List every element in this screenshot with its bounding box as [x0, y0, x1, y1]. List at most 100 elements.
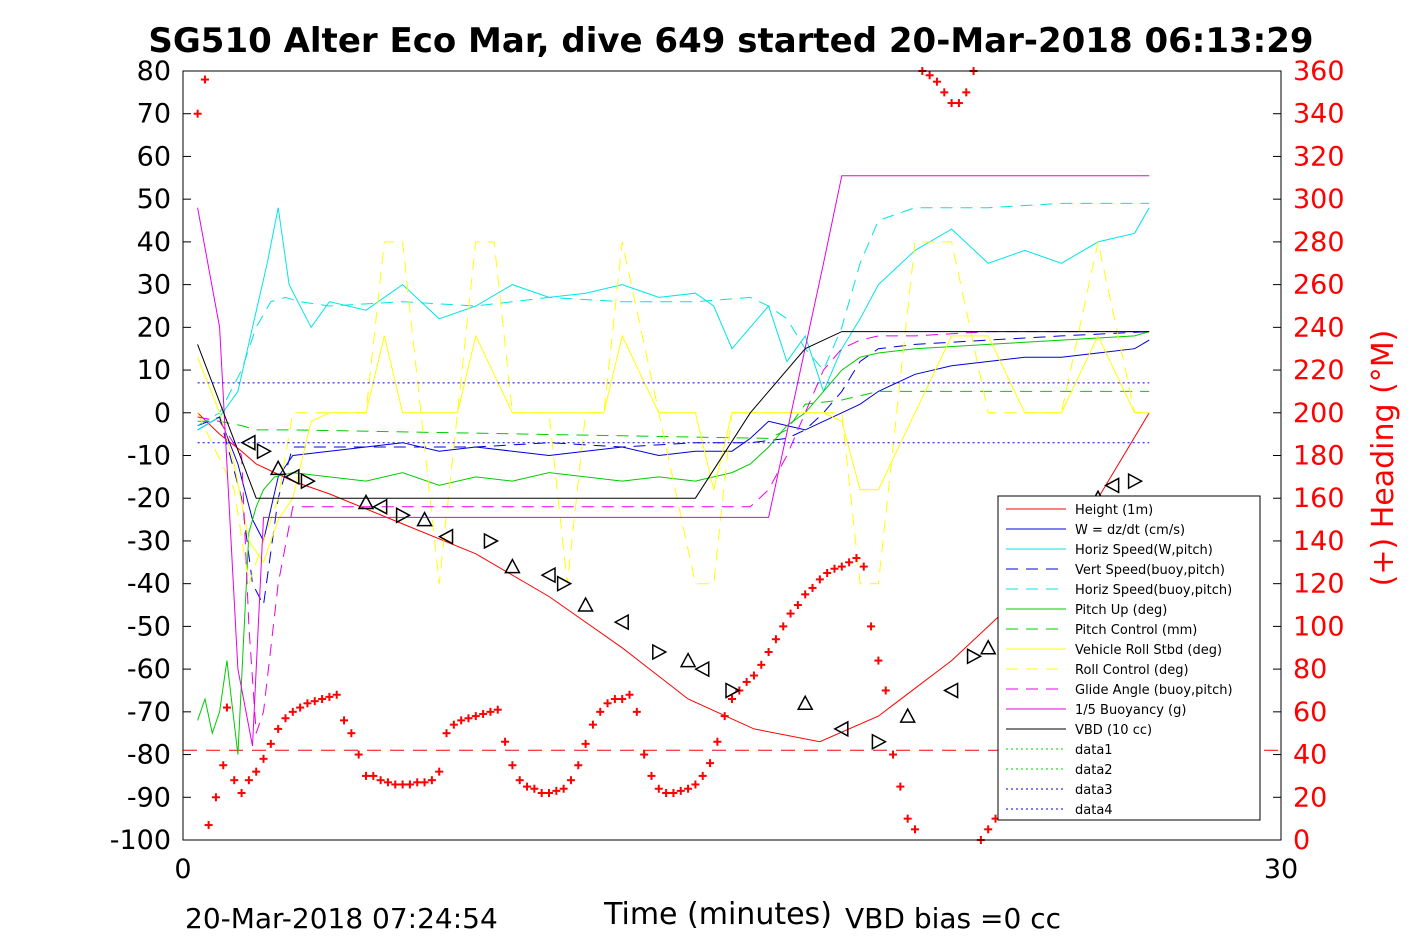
heading-marker: [332, 690, 341, 699]
left-tick-label: 20: [137, 312, 171, 343]
heading-marker: [823, 568, 832, 577]
depth-marker: [725, 682, 741, 699]
right-tick-label: 20: [1293, 782, 1327, 813]
legend-label: data3: [1075, 783, 1113, 798]
heading-marker: [318, 695, 327, 704]
depth-marker: [694, 660, 710, 678]
depth-marker: [284, 468, 300, 486]
heading-marker: [369, 771, 378, 780]
heading-marker: [413, 778, 422, 787]
depth-marker: [437, 528, 454, 545]
heading-marker: [559, 784, 568, 793]
heading-marker: [874, 656, 883, 665]
right-tick-label: 340: [1293, 99, 1345, 130]
depth-marker: [1104, 477, 1120, 494]
heading-marker: [662, 789, 671, 798]
heading-marker: [325, 692, 334, 701]
heading-marker: [691, 780, 700, 789]
right-tick-label: 300: [1293, 184, 1345, 215]
heading-marker: [676, 786, 685, 795]
legend-label: data2: [1075, 763, 1113, 778]
heading-marker: [296, 703, 305, 712]
heading-marker: [632, 707, 641, 716]
heading-marker: [362, 771, 370, 780]
heading-marker: [698, 771, 707, 780]
right-axis-label: (+) Heading (°M): [1366, 330, 1401, 587]
depth-marker: [979, 639, 997, 655]
heading-marker: [771, 635, 780, 644]
heading-marker: [266, 739, 275, 748]
legend-label: W = dz/dt (cm/s): [1075, 523, 1185, 538]
heading-marker: [830, 564, 839, 573]
heading-marker: [530, 784, 539, 793]
legend-label: Vehicle Roll Stbd (deg): [1075, 643, 1222, 658]
heading-marker: [947, 99, 956, 108]
heading-marker: [303, 699, 312, 708]
heading-marker: [618, 695, 627, 704]
heading-marker: [486, 707, 495, 716]
left-tick-label: 70: [137, 99, 171, 130]
footer-timestamp: 20-Mar-2018 07:24:54: [185, 902, 498, 935]
legend-label: Glide Angle (buoy,pitch): [1075, 683, 1233, 698]
footer-vbd-bias: VBD bias =0 cc: [845, 902, 1061, 935]
depth-marker: [1127, 472, 1144, 490]
depth-marker: [796, 694, 814, 711]
heading-marker: [647, 771, 656, 780]
depth-marker: [395, 507, 412, 524]
heading-marker: [889, 750, 898, 759]
heading-marker: [340, 716, 349, 725]
depth-marker: [833, 720, 849, 738]
heading-marker: [391, 780, 400, 789]
heading-marker: [749, 671, 758, 680]
heading-marker: [420, 778, 429, 787]
right-tick-label: 100: [1293, 611, 1345, 642]
series-line-horiz-speed-buoy-pitch: [197, 202, 1150, 427]
heading-marker: [347, 729, 356, 738]
heading-marker: [742, 677, 751, 686]
depth-marker: [577, 596, 594, 612]
heading-marker: [932, 77, 941, 86]
heading-marker: [881, 686, 890, 695]
heading-marker: [457, 716, 466, 725]
heading-marker: [728, 695, 736, 704]
heading-marker: [237, 789, 246, 798]
heading-marker: [508, 761, 517, 770]
heading-marker: [954, 99, 963, 108]
heading-marker: [537, 789, 546, 798]
left-tick-label: 50: [137, 184, 171, 215]
heading-marker: [984, 825, 993, 834]
legend-label: VBD (10 cc): [1075, 723, 1152, 738]
series-line-vert-speed-buoy-pitch: [197, 331, 1150, 607]
depth-marker: [240, 434, 256, 451]
heading-marker: [204, 821, 213, 830]
depth-marker: [416, 511, 433, 527]
right-tick-label: 180: [1293, 441, 1345, 472]
heading-marker: [713, 737, 722, 746]
series-line-vehicle-roll-stbd-deg: [197, 334, 1150, 564]
heading-marker: [405, 780, 414, 789]
heading-marker: [706, 759, 715, 768]
series-line-vbd-10-cc: [197, 331, 1150, 499]
heading-marker: [808, 583, 817, 592]
heading-marker: [610, 695, 619, 704]
left-tick-label: -90: [127, 782, 171, 813]
left-tick-label: 10: [137, 355, 171, 386]
series-line-1-5-buoyancy-g: [197, 175, 1150, 747]
right-tick-label: 260: [1293, 270, 1345, 301]
right-tick-label: 220: [1293, 355, 1345, 386]
heading-marker: [442, 729, 451, 738]
heading-marker: [684, 784, 693, 793]
right-tick-label: 240: [1293, 312, 1345, 343]
heading-marker: [793, 601, 802, 610]
right-tick-label: 120: [1293, 569, 1345, 600]
x-tick-label: 0: [174, 854, 191, 885]
heading-marker: [903, 814, 912, 823]
legend-label: Vert Speed(buoy,pitch): [1075, 563, 1225, 578]
series-line-pitch-control-mm: [197, 390, 1150, 439]
depth-marker: [357, 493, 375, 510]
heading-marker: [464, 714, 473, 723]
legend-box: [997, 495, 1261, 821]
heading-marker: [588, 720, 597, 729]
heading-marker: [779, 622, 788, 631]
